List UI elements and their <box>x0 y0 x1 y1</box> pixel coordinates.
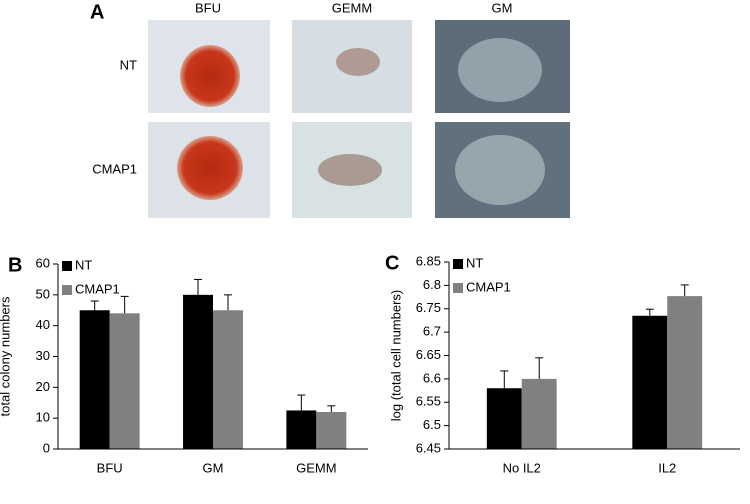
bar <box>521 378 557 449</box>
legend-label: NT <box>75 257 92 272</box>
x-tick-label: IL2 <box>658 460 676 475</box>
y-axis-label: total colony numbers <box>0 296 12 416</box>
legend-swatch <box>62 261 72 271</box>
x-tick-label: GM <box>203 460 224 475</box>
colony <box>180 45 240 107</box>
y-tick-label: 30 <box>36 348 50 363</box>
bar <box>213 310 243 449</box>
x-tick-label: GEMM <box>296 460 336 475</box>
y-tick-label: 6.75 <box>416 300 441 315</box>
y-tick-label: 6.7 <box>423 324 441 339</box>
legend-label: CMAP1 <box>75 281 120 296</box>
y-tick-label: 6.45 <box>416 440 441 455</box>
panel-label: C <box>385 252 399 274</box>
x-tick-label: BFU <box>97 460 123 475</box>
column-label: GM <box>492 0 513 15</box>
bar <box>183 294 213 449</box>
y-tick-label: 10 <box>36 410 50 425</box>
row-label: NT <box>120 57 137 72</box>
panel-label: A <box>90 1 104 23</box>
bar <box>667 296 703 449</box>
bar <box>286 410 317 449</box>
y-tick-label: 50 <box>36 286 50 301</box>
bar <box>632 315 668 449</box>
legend-swatch <box>453 283 463 293</box>
panel-a: A BFU GEMM GM NT CMAP1 <box>90 0 570 218</box>
y-tick-label: 60 <box>36 255 50 270</box>
y-tick-label: 6.5 <box>423 417 441 432</box>
y-tick-label: 6.55 <box>416 394 441 409</box>
y-tick-label: 40 <box>36 317 50 332</box>
column-label: GEMM <box>332 0 372 15</box>
bar <box>109 313 140 449</box>
colony <box>318 154 382 186</box>
row-label: CMAP1 <box>92 161 137 176</box>
colony <box>458 38 542 102</box>
legend-swatch <box>62 285 72 295</box>
colony <box>177 136 243 200</box>
legend-swatch <box>453 259 463 269</box>
bar <box>316 412 347 449</box>
y-tick-label: 20 <box>36 379 50 394</box>
y-tick-label: 6.85 <box>416 253 441 268</box>
y-tick-label: 6.6 <box>423 370 441 385</box>
legend-label: NT <box>466 255 483 270</box>
bar <box>486 388 522 449</box>
y-tick-label: 6.65 <box>416 347 441 362</box>
y-axis-label: log (total cell numbers) <box>388 290 403 422</box>
legend-label: CMAP1 <box>466 279 511 294</box>
colony <box>336 48 380 76</box>
colony <box>455 135 545 205</box>
bar <box>79 310 110 449</box>
y-tick-label: 6.8 <box>423 277 441 292</box>
y-tick-label: 0 <box>43 440 50 455</box>
x-tick-label: No IL2 <box>503 460 541 475</box>
panel-label: B <box>8 254 22 276</box>
column-label: BFU <box>195 0 221 15</box>
